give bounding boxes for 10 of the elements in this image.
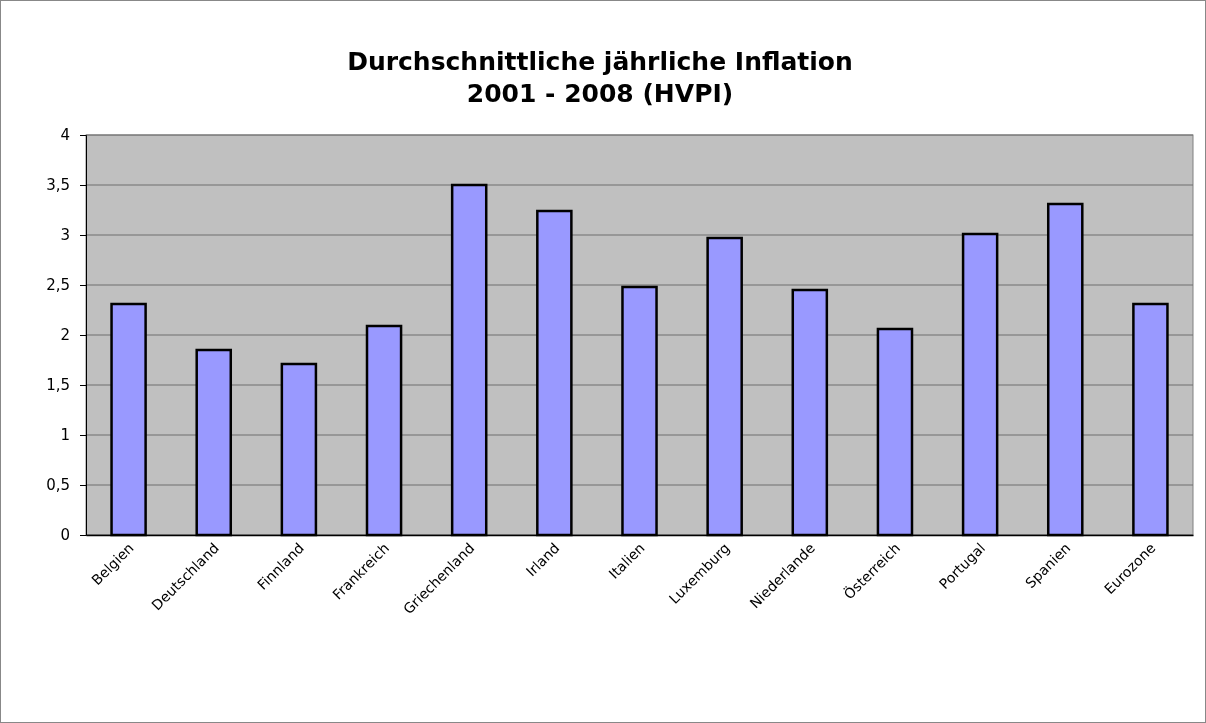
y-tick-label: 2,5: [46, 276, 70, 295]
y-tick-label: 2: [60, 326, 70, 345]
y-tick-label: 3,5: [46, 176, 70, 195]
chart-title: Durchschnittliche jährliche Inflation 2001 - 2008 (HVPI): [347, 47, 853, 108]
y-tick-label: 3: [60, 226, 70, 245]
y-tick-label: 4: [60, 126, 70, 145]
y-tick-label: 1,5: [46, 376, 70, 395]
y-tick-label: 0: [60, 526, 70, 545]
y-tick-label: 0,5: [46, 476, 70, 495]
y-tick-label: 1: [60, 426, 70, 445]
